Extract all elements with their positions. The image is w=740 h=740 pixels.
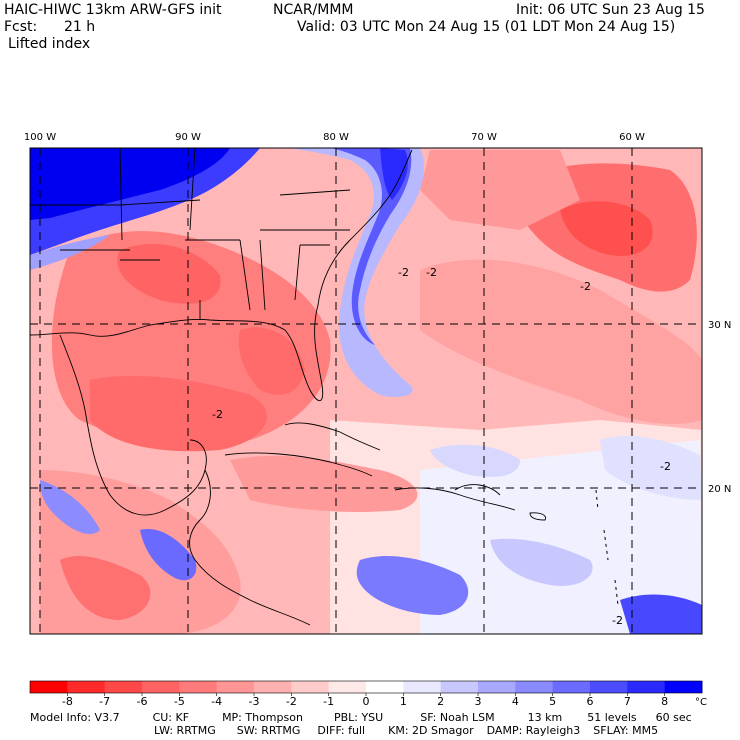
colorbar-tick-label: 4 xyxy=(512,695,519,708)
valid-time: Valid: 03 UTC Mon 24 Aug 15 (01 LDT Mon … xyxy=(297,19,676,35)
colorbar-swatch xyxy=(179,681,218,693)
colorbar-swatch xyxy=(590,681,628,693)
contour-label: -2 xyxy=(660,460,671,473)
colorbar-tick-label: -4 xyxy=(211,695,222,708)
colorbar-tick-label: 1 xyxy=(400,695,407,708)
lon-label: 80 W xyxy=(323,132,349,143)
footer-sflay: SFLAY: MM5 xyxy=(593,724,659,737)
colorbar-tick-label: 3 xyxy=(475,695,482,708)
lat-label: 30 N xyxy=(708,320,731,331)
colorbar-swatch xyxy=(216,681,255,693)
lon-label: 60 W xyxy=(619,132,645,143)
colorbar-swatch xyxy=(440,681,479,693)
colorbar-tick-label: -7 xyxy=(99,695,110,708)
footer-levels: 51 levels xyxy=(587,711,637,724)
lifted-index-field xyxy=(30,148,702,634)
field-name: Lifted index xyxy=(8,36,91,52)
footer-cu: CU: KF xyxy=(152,711,190,724)
colorbar-swatch xyxy=(142,681,180,693)
footer-mp: MP: Thompson xyxy=(222,711,303,724)
colorbar-swatch xyxy=(67,681,106,693)
colorbar-tick-label: 0 xyxy=(363,695,370,708)
colorbar-tick-label: 6 xyxy=(587,695,594,708)
forecast-hour: 21 h xyxy=(64,19,96,35)
lat-label: 20 N xyxy=(708,484,731,495)
contour-label: -2 xyxy=(426,266,437,279)
footer-sw: SW: RRTMG xyxy=(236,724,301,737)
footer-sf: SF: Noah LSM xyxy=(420,711,495,724)
init-time: Init: 06 UTC Sun 23 Aug 15 xyxy=(516,2,705,18)
colorbar-tick-label: -2 xyxy=(286,695,297,708)
colorbar-swatch xyxy=(366,681,404,693)
contour-label: -2 xyxy=(580,280,591,293)
footer-km: KM: 2D Smagor xyxy=(388,724,474,737)
island-markers xyxy=(595,489,619,606)
lon-label: 70 W xyxy=(471,132,497,143)
colorbar-tick-label: 5 xyxy=(549,695,556,708)
lon-label: 90 W xyxy=(175,132,201,143)
footer-timestep: 60 sec xyxy=(655,711,692,724)
colorbar-swatch xyxy=(515,681,554,693)
forecast-label: Fcst: xyxy=(4,19,38,35)
footer-diff: DIFF: full xyxy=(317,724,366,737)
contour-label: -2 xyxy=(212,408,223,421)
model-title: HAIC-HIWC 13km ARW-GFS init xyxy=(4,2,222,18)
colorbar: -8 -7 -6 -5 -4 -3 -2 -1 0 1 2 3 4 5 6 7 8 °C xyxy=(29,680,707,708)
lat-lon-grid xyxy=(30,148,702,634)
colorbar-swatch xyxy=(328,681,367,693)
footer-damp: DAMP: Rayleigh3 xyxy=(486,724,581,737)
contour-label: -2 xyxy=(398,266,409,279)
org-label: NCAR/MMM xyxy=(273,2,354,18)
coastlines xyxy=(30,148,547,626)
colorbar-tick-label: 8 xyxy=(661,695,668,708)
colorbar-tick-label: 2 xyxy=(437,695,444,708)
footer-res: 13 km xyxy=(527,711,563,724)
lon-label: 100 W xyxy=(24,132,56,143)
colorbar-swatch xyxy=(627,681,666,693)
colorbar-unit: °C xyxy=(695,697,707,708)
colorbar-swatch xyxy=(552,681,591,693)
colorbar-swatch xyxy=(104,681,143,693)
colorbar-tick-label: -1 xyxy=(323,695,334,708)
colorbar-swatch xyxy=(478,681,516,693)
colorbar-tick-label: -6 xyxy=(137,695,148,708)
colorbar-swatch xyxy=(403,681,442,693)
footer-pbl: PBL: YSU xyxy=(333,711,384,724)
colorbar-swatch xyxy=(254,681,292,693)
footer-line-1: Model Info: V3.7 CU: KF MP: Thompson PBL… xyxy=(30,712,692,724)
colorbar-tick-label: 7 xyxy=(624,695,631,708)
colorbar-tick-label: -8 xyxy=(62,695,73,708)
contour-label: -2 xyxy=(612,614,623,627)
colorbar-tick-label: -5 xyxy=(174,695,185,708)
colorbar-swatch xyxy=(664,681,703,693)
colorbar-tick-label: -3 xyxy=(249,695,260,708)
map-frame xyxy=(29,147,703,635)
footer-lw: LW: RRTMG xyxy=(154,724,216,737)
contour-labels: -2 -2 -2 -2 -2 -2 xyxy=(212,266,671,627)
footer-model-info: Model Info: V3.7 xyxy=(30,711,120,724)
colorbar-swatch xyxy=(291,681,330,693)
footer-line-2: LW: RRTMG SW: RRTMG DIFF: full KM: 2D Sm… xyxy=(154,725,658,737)
colorbar-swatch xyxy=(30,681,68,693)
